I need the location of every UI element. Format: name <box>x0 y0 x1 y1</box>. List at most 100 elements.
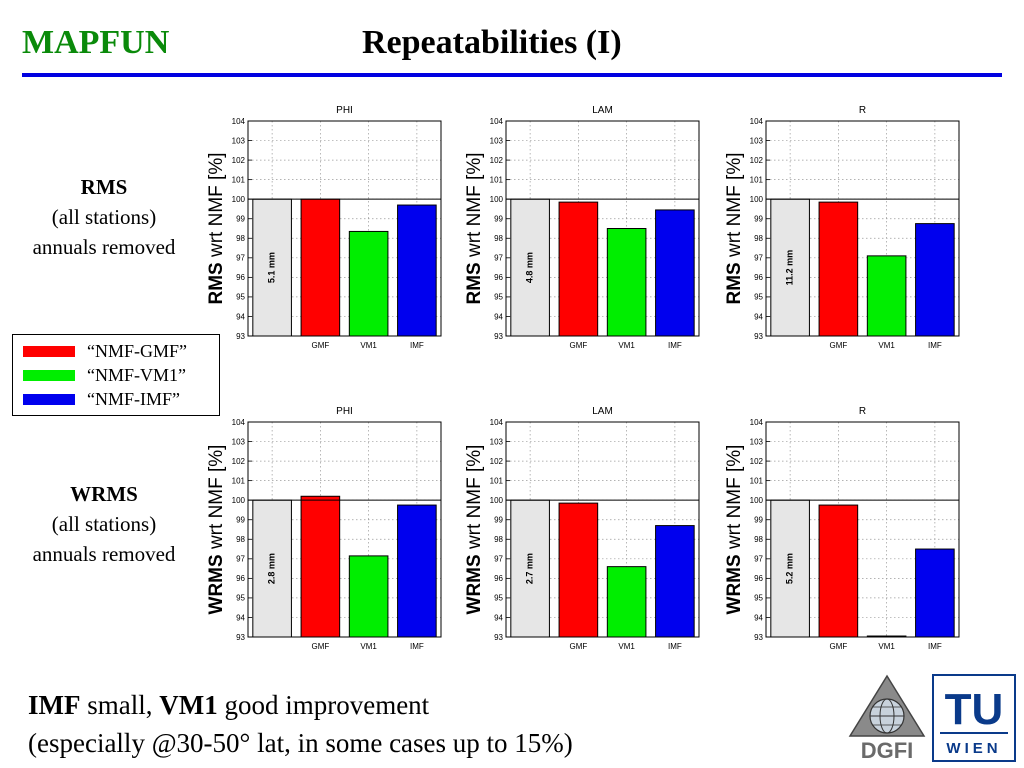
y-tick-label: 101 <box>750 476 764 485</box>
y-axis-label-bold: WRMS <box>464 554 485 614</box>
y-tick-label: 97 <box>754 254 763 263</box>
plot-frame <box>505 120 700 337</box>
y-tick-label: 102 <box>490 156 504 165</box>
y-tick-label: 104 <box>490 418 504 427</box>
legend-label: “NMF-GMF” <box>87 340 188 361</box>
y-tick-label: 98 <box>236 535 245 544</box>
y-tick-label: 98 <box>494 535 503 544</box>
chart-bar <box>348 555 389 638</box>
x-tick-label: VM1 <box>618 642 635 651</box>
y-tick-label: 95 <box>754 594 763 603</box>
y-tick-label: 103 <box>750 437 764 446</box>
wien-logo-text: WIEN <box>946 740 1001 757</box>
y-tick-label: 97 <box>494 555 503 564</box>
x-tick-label: GMF <box>311 642 329 651</box>
y-tick-label: 98 <box>236 234 245 243</box>
chart-bar <box>915 223 955 337</box>
chart-bar <box>300 198 341 337</box>
y-tick-label: 104 <box>750 117 764 126</box>
y-tick-label: 96 <box>494 574 503 583</box>
x-tick-label: VM1 <box>878 341 895 350</box>
tu-logo-frame <box>932 674 1016 762</box>
y-tick-label: 94 <box>494 613 503 622</box>
row-label-title: RMS <box>80 175 128 199</box>
y-tick-label: 96 <box>236 574 245 583</box>
chart-title: PHI <box>336 105 353 116</box>
x-tick-label: IMF <box>668 341 682 350</box>
legend-swatch <box>23 345 75 357</box>
y-axis-label-bold: RMS <box>724 262 745 304</box>
x-tick-label: GMF <box>829 341 847 350</box>
reference-bar-label: 2.8 mm <box>267 553 277 584</box>
legend: “NMF-GMF” “NMF-VM1” “NMF-IMF” <box>12 334 220 416</box>
y-tick-label: 99 <box>236 516 245 525</box>
y-tick-label: 103 <box>232 136 246 145</box>
y-axis-label-rest: wrt NMF [%] <box>206 445 227 555</box>
y-tick-label: 104 <box>490 117 504 126</box>
y-tick-label: 104 <box>232 418 246 427</box>
row-label-line: (all stations) <box>51 205 157 229</box>
y-tick-label: 93 <box>494 332 503 341</box>
y-tick-label: 93 <box>236 332 245 341</box>
y-tick-label: 99 <box>754 516 763 525</box>
x-tick-label: GMF <box>829 642 847 651</box>
chart-bar <box>866 255 907 337</box>
title-rule <box>22 73 1002 77</box>
y-tick-label: 99 <box>494 215 503 224</box>
footer-text-part: good improvement <box>217 690 430 720</box>
y-tick-label: 98 <box>754 535 763 544</box>
x-tick-label: GMF <box>311 341 329 350</box>
y-tick-label: 100 <box>750 496 764 505</box>
chart-bar <box>397 504 437 638</box>
legend-swatch <box>23 369 75 381</box>
chart-bar <box>818 504 859 638</box>
y-tick-label: 100 <box>490 195 504 204</box>
chart-bar <box>558 201 599 337</box>
chart-bar <box>915 548 955 638</box>
y-tick-label: 97 <box>236 254 245 263</box>
y-tick-label: 100 <box>750 195 764 204</box>
y-axis-label-bold: WRMS <box>724 554 745 614</box>
y-axis-label: RMS wrt NMF [%] <box>464 152 485 304</box>
y-tick-label: 96 <box>754 273 763 282</box>
chart-bar <box>818 201 859 337</box>
footer-text-part: small, <box>80 690 160 720</box>
tu-logo-text: TU <box>945 685 1004 734</box>
y-axis-label-rest: wrt NMF [%] <box>206 152 227 262</box>
row-label-rms: RMS (all stations) annuals removed <box>4 172 204 262</box>
y-tick-label: 94 <box>236 613 245 622</box>
y-axis-label: WRMS wrt NMF [%] <box>724 445 745 615</box>
chart-bar <box>252 198 292 337</box>
y-tick-label: 100 <box>232 195 246 204</box>
plot-frame <box>505 421 700 638</box>
plot-frame <box>247 120 442 337</box>
y-axis-label: WRMS wrt NMF [%] <box>206 445 227 615</box>
brand-name: MAPFUN <box>22 24 170 61</box>
x-tick-label: IMF <box>410 341 424 350</box>
chart-bar <box>655 209 695 337</box>
legend-swatch <box>23 393 75 405</box>
y-tick-label: 95 <box>236 594 245 603</box>
y-axis-label-rest: wrt NMF [%] <box>724 445 745 555</box>
y-tick-label: 96 <box>494 273 503 282</box>
x-tick-label: IMF <box>668 642 682 651</box>
y-tick-label: 94 <box>754 613 763 622</box>
x-tick-label: IMF <box>928 642 942 651</box>
y-tick-label: 98 <box>494 234 503 243</box>
y-axis-label: RMS wrt NMF [%] <box>724 152 745 304</box>
reference-bar-label: 2.7 mm <box>525 553 535 584</box>
y-axis-label-bold: RMS <box>206 262 227 304</box>
chart-bar <box>252 499 292 638</box>
chart-title: PHI <box>336 406 353 417</box>
chart-bar <box>606 566 647 638</box>
y-tick-label: 101 <box>750 175 764 184</box>
y-tick-label: 97 <box>494 254 503 263</box>
y-tick-label: 93 <box>494 633 503 642</box>
legend-item: “NMF-GMF” <box>23 338 187 364</box>
y-tick-label: 102 <box>232 156 246 165</box>
x-tick-label: GMF <box>569 642 587 651</box>
tu-wien-logo: TU WIEN <box>932 674 1016 762</box>
y-axis-label: WRMS wrt NMF [%] <box>464 445 485 615</box>
y-tick-label: 104 <box>232 117 246 126</box>
y-tick-label: 100 <box>490 496 504 505</box>
